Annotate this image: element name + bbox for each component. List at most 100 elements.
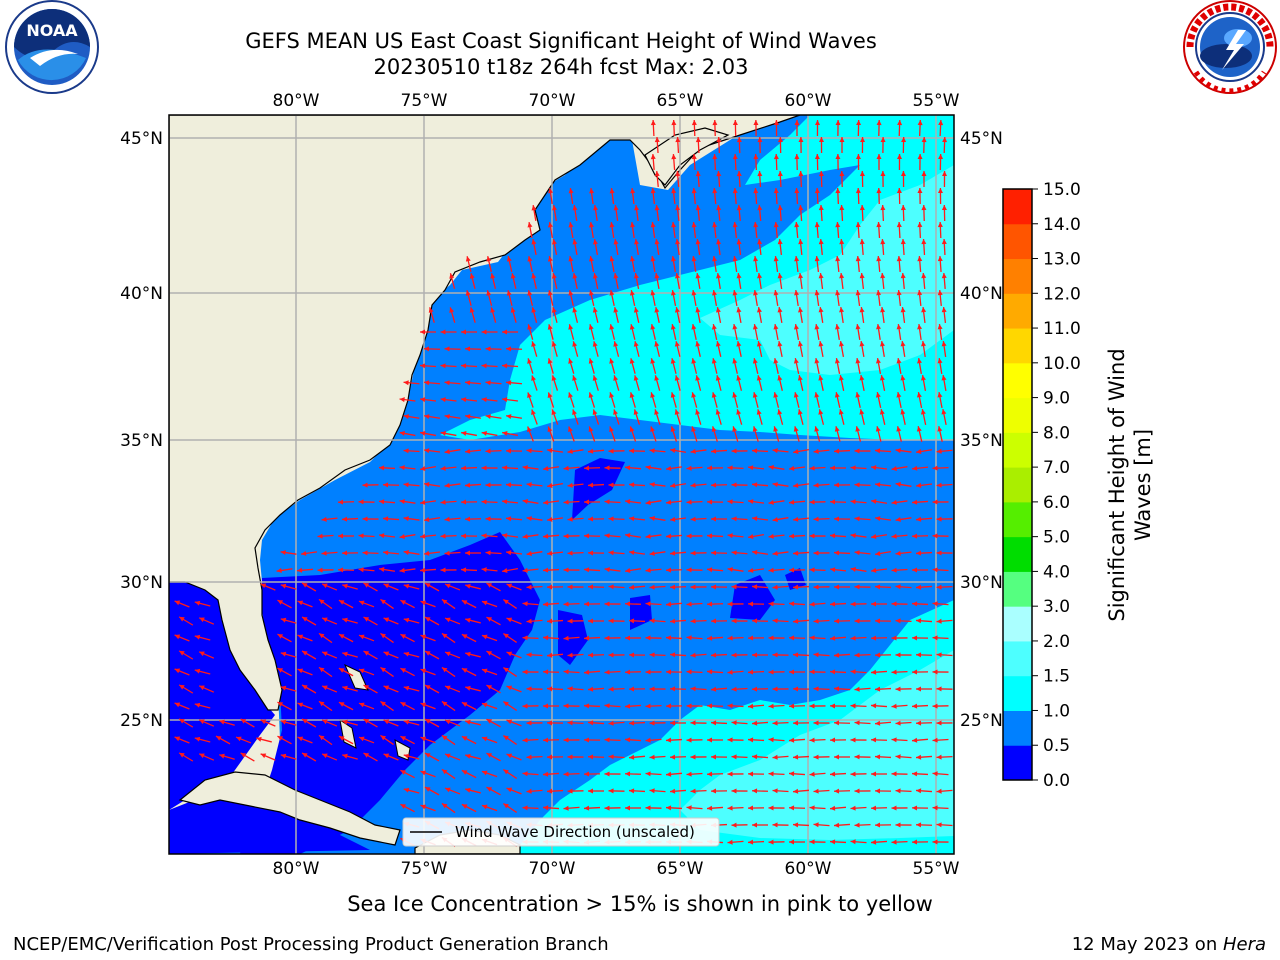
wave-arrow-head	[850, 499, 856, 505]
wave-arrow-head	[342, 651, 348, 657]
wave-arrow-head	[712, 188, 718, 194]
wave-arrow-head	[342, 617, 348, 623]
wave-arrow-head	[830, 839, 836, 845]
colorbar-tick-label: 14.0	[1043, 215, 1081, 235]
wave-arrow-head	[503, 633, 509, 639]
wave-arrow-head	[855, 222, 861, 228]
wave-arrow-head	[936, 788, 942, 794]
wave-arrow-head	[875, 426, 881, 432]
wave-arrow-head	[920, 409, 926, 415]
wave-arrow-head	[916, 516, 922, 522]
wave-arrow-head	[649, 754, 655, 760]
wave-arrow-head	[875, 652, 881, 658]
wave-arrow-head	[768, 737, 774, 743]
wave-arrow-head	[732, 154, 738, 160]
wave-arrow-head	[318, 735, 325, 741]
wave-arrow-head	[485, 448, 491, 454]
wave-arrow-head	[813, 754, 819, 760]
wave-arrow-head	[768, 703, 774, 709]
wave-arrow-head	[753, 290, 758, 296]
wave-arrow-head	[712, 290, 717, 296]
wave-arrow-head	[777, 171, 783, 177]
wave-arrow-head	[318, 599, 325, 605]
wave-arrow-head	[789, 567, 795, 573]
noaa-logo-text: NOAA	[26, 21, 78, 40]
wave-arrow-head	[871, 771, 876, 777]
wave-arrow-head	[592, 409, 598, 415]
wave-arrow-head	[563, 771, 569, 777]
wave-arrow-head	[768, 465, 774, 470]
wave-arrow-head	[666, 805, 672, 811]
wave-arrow-head	[711, 392, 717, 398]
wave-arrow-head	[912, 703, 918, 709]
wave-arrow-head	[711, 324, 717, 330]
wave-arrow-head	[727, 567, 733, 573]
wave-arrow-head	[773, 392, 779, 398]
wave-arrow-head	[891, 533, 897, 539]
wave-arrow-head	[563, 635, 569, 641]
colorbar-tick-label: 12.0	[1043, 284, 1081, 304]
wave-arrow-head	[850, 737, 856, 743]
wave-arrow-head	[604, 465, 610, 471]
wave-arrow-head	[876, 188, 882, 194]
wave-arrow-head	[649, 686, 655, 692]
wave-arrow-head	[670, 448, 676, 453]
wave-arrow-head	[629, 584, 635, 590]
wave-arrow-head	[895, 754, 901, 760]
wave-arrow-head	[773, 290, 779, 296]
wave-arrow-head	[236, 736, 242, 742]
wave-arrow-head	[752, 358, 758, 364]
wave-arrow-head	[670, 358, 676, 364]
wave-arrow-head	[830, 601, 836, 607]
wave-arrow-head	[773, 120, 779, 126]
wave-arrow-head	[875, 822, 881, 828]
wave-arrow-head	[707, 533, 713, 539]
wave-arrow-head	[748, 534, 754, 539]
wave-arrow-head	[814, 358, 820, 364]
chart-title: GEFS MEAN US East Coast Significant Heig…	[245, 29, 877, 53]
wave-arrow-head	[794, 154, 800, 160]
chart-subtitle: 20230510 t18z 264h fcst Max: 2.03	[374, 55, 749, 79]
wave-arrow-head	[666, 601, 672, 607]
wave-arrow-head	[445, 617, 451, 623]
wave-arrow-head	[731, 788, 737, 794]
wave-arrow-head	[675, 171, 681, 177]
wave-arrow-head	[567, 652, 573, 658]
wave-arrow-head	[670, 720, 675, 726]
wave-arrow-head	[937, 358, 943, 364]
wave-arrow-head	[522, 771, 528, 777]
wave-arrow-head	[839, 341, 844, 347]
wave-arrow-head	[441, 701, 448, 707]
wave-arrow-head	[318, 633, 325, 639]
colorbar-tick-label: 6.0	[1043, 493, 1070, 513]
wave-arrow-head	[921, 375, 926, 381]
wave-arrow-head	[301, 550, 307, 556]
wave-arrow-head	[424, 448, 430, 454]
colorbar-segment	[1003, 745, 1032, 781]
wave-arrow-head	[941, 239, 947, 245]
wave-arrow-head	[613, 409, 618, 415]
wave-arrow-head	[194, 702, 201, 708]
wave-arrow-head	[834, 358, 840, 364]
wave-arrow-head	[613, 205, 619, 211]
wave-arrow-head	[834, 392, 840, 398]
wave-arrow-head	[194, 668, 201, 674]
wave-arrow-head	[732, 290, 738, 296]
wave-arrow-head	[338, 499, 344, 505]
wave-arrow-head	[876, 358, 881, 364]
wave-arrow-head	[420, 430, 426, 436]
wave-arrow-head	[695, 409, 701, 415]
wave-arrow-head	[809, 771, 815, 777]
wave-arrow-head	[440, 465, 446, 471]
wave-arrow-head	[441, 667, 448, 673]
wave-arrow-head	[772, 517, 778, 522]
wave-arrow-head	[748, 839, 754, 845]
wave-arrow-head	[543, 805, 549, 811]
colorbar-label-line2: Waves [m]	[1131, 429, 1155, 541]
wave-arrow-head	[547, 448, 553, 454]
wave-arrow-head	[896, 426, 902, 432]
date-footer-text: 12 May 2023 on	[1072, 934, 1223, 955]
wave-arrow-head	[280, 583, 287, 589]
wave-arrow-head	[465, 685, 471, 691]
wave-arrow-head	[510, 307, 516, 313]
